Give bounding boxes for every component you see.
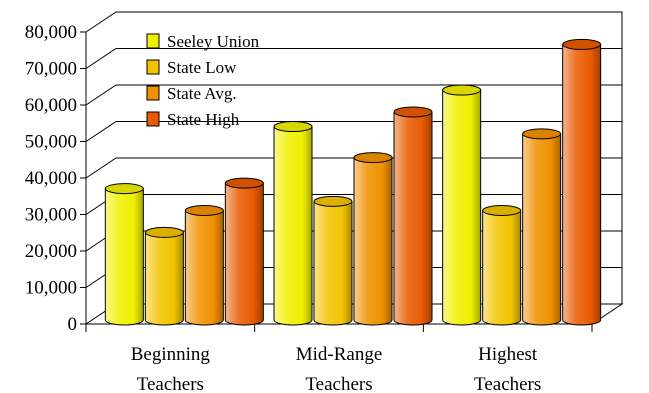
bar-state-low-0 <box>144 226 184 326</box>
legend-swatch <box>146 33 160 49</box>
legend-item: State Avg. <box>146 84 237 103</box>
legend-swatch <box>146 59 160 75</box>
x-axis-categories: Beginning Teachers Mid-Range Teachers Highes… <box>131 344 542 393</box>
bar-body <box>313 200 353 326</box>
bar-body <box>353 157 393 326</box>
bar-top <box>273 121 313 133</box>
bar-state-high-2 <box>562 38 602 326</box>
y-tick-label: 60,000 <box>25 95 77 116</box>
bar-body <box>482 210 522 326</box>
bar-seeley-union-2 <box>442 84 482 326</box>
legend-item: State Low <box>146 58 237 77</box>
category-label: Beginning Teachers <box>131 344 211 393</box>
y-tick-label: 20,000 <box>25 241 77 262</box>
bar-top <box>562 38 602 50</box>
gridline <box>85 84 622 106</box>
legend: Seeley Union State Low State Avg. State Hig… <box>146 32 260 129</box>
bar-body <box>144 231 184 326</box>
y-tick-label: 30,000 <box>25 205 77 226</box>
bar-top <box>184 205 224 216</box>
bar-top <box>104 183 144 195</box>
legend-label: State Low <box>167 58 237 77</box>
y-tick-label: 10,000 <box>25 278 77 299</box>
legend-item: Seeley Union <box>146 32 260 51</box>
bar-top <box>313 195 353 207</box>
legend-label: Seeley Union <box>167 32 260 51</box>
bar-state-avg-1 <box>353 152 393 326</box>
legend-item: State High <box>146 110 240 129</box>
bar-seeley-union-0 <box>104 183 144 326</box>
y-tick-label: 0 <box>68 314 78 335</box>
bar-body <box>104 188 144 326</box>
y-axis-ticks: 0 10,000 20,000 30,000 40,000 50,000 60,000 70,… <box>25 22 77 335</box>
bars <box>104 38 602 326</box>
bar-state-high-1 <box>393 106 433 326</box>
bar-body <box>273 126 313 326</box>
legend-swatch <box>146 111 160 127</box>
bar-seeley-union-1 <box>273 121 313 326</box>
bar-state-avg-2 <box>522 128 562 326</box>
bar-top <box>144 226 184 238</box>
bar-state-low-2 <box>482 205 522 326</box>
category-label: Mid-Range Teachers <box>296 344 383 393</box>
legend-label: State High <box>167 110 240 129</box>
bar-body <box>184 210 224 326</box>
y-tick-label: 40,000 <box>25 168 77 189</box>
y-tick-label: 70,000 <box>25 59 77 80</box>
bar-top <box>442 84 482 96</box>
bar-state-low-1 <box>313 195 353 326</box>
bar-body <box>393 111 433 326</box>
bar-top <box>522 128 562 140</box>
category-label: Highest Teachers <box>474 344 541 393</box>
bar-body <box>522 133 562 326</box>
bar-state-high-0 <box>224 177 264 326</box>
bar-body <box>562 43 602 326</box>
y-tick-label: 50,000 <box>25 132 77 153</box>
bar-top <box>353 152 393 164</box>
legend-swatch <box>146 85 160 101</box>
y-tick-label: 80,000 <box>25 22 77 43</box>
legend-label: State Avg. <box>167 84 237 103</box>
bar-body <box>442 89 482 326</box>
bar-body <box>224 182 264 326</box>
bar-state-avg-0 <box>184 205 224 326</box>
bar-top <box>482 205 522 216</box>
bar-top <box>224 177 264 189</box>
gridline <box>85 48 622 69</box>
gridline <box>85 11 622 33</box>
bar-top <box>393 106 433 118</box>
